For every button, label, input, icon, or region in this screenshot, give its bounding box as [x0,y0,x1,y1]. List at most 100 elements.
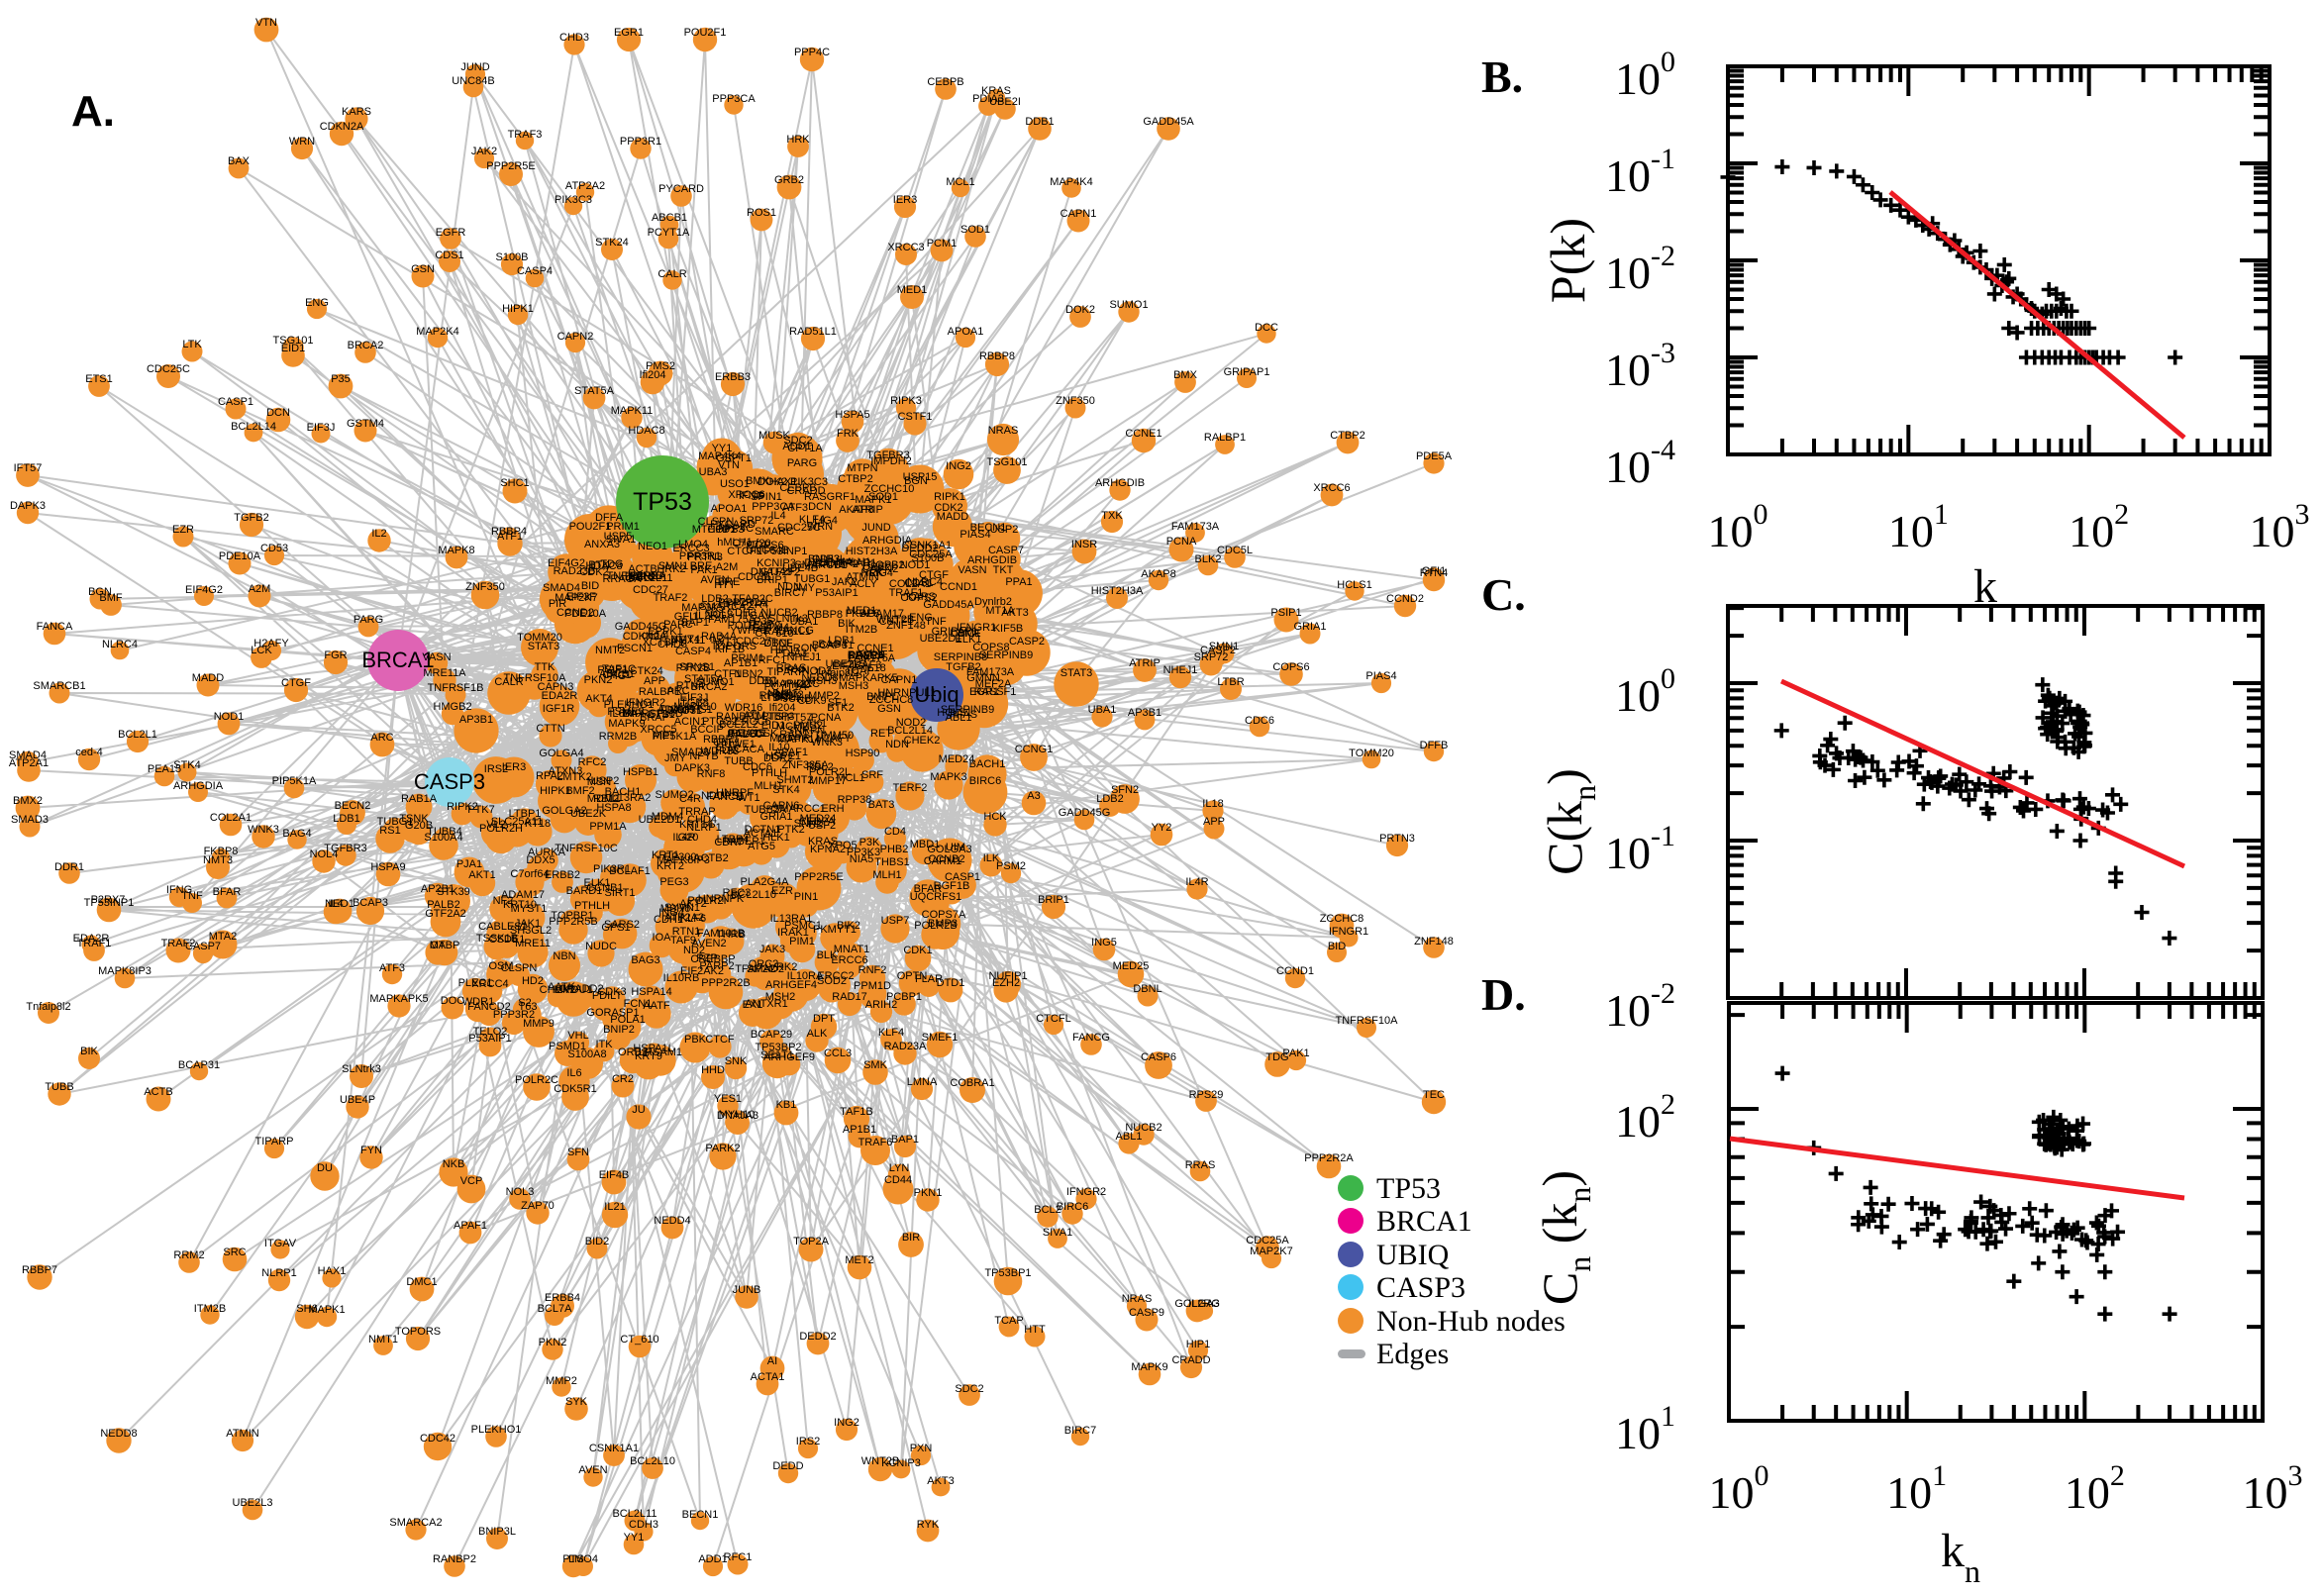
svg-text:JAK3: JAK3 [759,944,785,955]
svg-text:PRIM1: PRIM1 [731,652,764,664]
svg-text:GADD45G: GADD45G [1059,807,1111,819]
svg-text:RIPK3: RIPK3 [890,395,922,407]
svg-text:HRK2: HRK2 [656,563,685,575]
svg-text:RBL1: RBL1 [593,793,621,805]
svg-text:BNIP2: BNIP2 [603,1024,635,1036]
svg-text:CDS1: CDS1 [904,577,933,589]
svg-text:CTCF: CTCF [705,1034,735,1046]
svg-text:BCL2: BCL2 [1034,1204,1061,1216]
svg-text:SMN1: SMN1 [1209,641,1240,652]
svg-text:KIF5B: KIF5B [993,623,1024,635]
svg-text:HDAC8: HDAC8 [628,425,664,437]
svg-text:PRTN3: PRTN3 [687,551,723,563]
svg-text:MAPK10: MAPK10 [673,701,716,713]
svg-text:UBA3: UBA3 [699,466,728,478]
svg-text:POLR2B: POLR2B [914,920,957,932]
svg-text:BCL2L14: BCL2L14 [231,421,276,433]
svg-text:SMARCC1: SMARCC1 [772,803,826,815]
svg-text:DEDD2: DEDD2 [799,1331,836,1343]
svg-text:ZNF148: ZNF148 [1414,936,1454,948]
svg-text:RAD51L1: RAD51L1 [789,326,837,338]
svg-text:MMP17: MMP17 [809,775,847,787]
svg-text:TCAP: TCAP [994,1315,1023,1327]
svg-text:AKAP8: AKAP8 [839,504,873,516]
svg-text:HTT: HTT [1024,1324,1046,1336]
svg-text:PEG3: PEG3 [659,876,688,888]
svg-text:APP: APP [644,675,665,687]
svg-text:COPS3: COPS3 [707,524,744,536]
svg-text:PZP: PZP [696,952,717,964]
svg-text:EIF4B: EIF4B [599,1169,630,1181]
svg-text:RFC3: RFC3 [723,887,752,899]
svg-text:MSH3: MSH3 [807,675,838,687]
svg-text:ING2: ING2 [946,460,971,472]
svg-text:CAPN6: CAPN6 [763,800,800,812]
svg-text:KB1: KB1 [776,1099,797,1111]
svg-text:MAP3K5: MAP3K5 [681,602,724,614]
svg-text:CSTF1: CSTF1 [898,411,933,423]
svg-text:TP53BP2: TP53BP2 [755,1042,801,1053]
svg-text:MYST1: MYST1 [511,903,548,915]
svg-text:USP2: USP2 [990,524,1019,536]
svg-text:TOPORS: TOPORS [395,1326,441,1338]
svg-text:IFNGR1: IFNGR1 [1329,926,1368,938]
svg-text:TOPORS: TOPORS [711,641,757,652]
svg-text:ENG: ENG [909,612,933,624]
svg-text:RALBP1: RALBP1 [1204,432,1246,444]
svg-text:ITGAV: ITGAV [740,610,772,622]
svg-text:BNIP3L: BNIP3L [478,1526,516,1538]
svg-text:BC: BC [761,675,776,687]
svg-text:BMP3: BMP3 [928,918,958,930]
svg-text:PLEC1: PLEC1 [458,977,493,989]
svg-text:RRM2B: RRM2B [599,731,638,743]
svg-text:POLR2L: POLR2L [809,766,851,778]
svg-text:CDC25C: CDC25C [777,522,821,534]
svg-text:POLR2I: POLR2I [687,895,726,907]
svg-text:RAD23B: RAD23B [554,565,596,577]
svg-text:TUBB4: TUBB4 [427,826,461,838]
svg-text:ABCB1: ABCB1 [652,212,687,224]
svg-text:KRT1: KRT1 [652,849,679,861]
svg-text:BFAR: BFAR [914,883,943,895]
svg-text:KLF4: KLF4 [799,514,825,526]
svg-text:POLR2C: POLR2C [515,1074,558,1086]
svg-text:P2RX7: P2RX7 [631,570,665,582]
svg-text:JAK2: JAK2 [832,576,858,588]
svg-text:PTS: PTS [761,711,782,723]
svg-text:HIPK1: HIPK1 [540,785,571,797]
svg-text:DCTN1: DCTN1 [745,824,781,836]
svg-text:BCL2: BCL2 [774,691,802,703]
svg-text:COBRA1: COBRA1 [950,1077,994,1089]
svg-text:GFI1: GFI1 [674,611,698,623]
svg-text:ORB1: ORB1 [618,1047,648,1058]
svg-text:BIRC7: BIRC7 [774,587,806,599]
svg-text:Tnfaip8l2: Tnfaip8l2 [814,667,858,679]
svg-text:CYC1: CYC1 [602,669,631,681]
svg-text:SIRT1: SIRT1 [605,887,636,899]
svg-text:AKT3: AKT3 [927,1475,955,1487]
svg-text:ORC2: ORC2 [749,958,779,970]
svg-text:BIRC6: BIRC6 [969,775,1001,787]
svg-text:HSPA9: HSPA9 [370,861,405,873]
svg-text:APP: APP [1203,816,1225,828]
svg-text:EP300: EP300 [663,851,696,863]
svg-text:DBNL: DBNL [763,638,792,649]
svg-text:LYN: LYN [889,1162,910,1174]
svg-text:P(k): P(k) [1540,218,1595,303]
svg-text:KRAS: KRAS [981,85,1011,97]
svg-text:H2AFY: H2AFY [816,733,852,745]
svg-text:IRS2: IRS2 [484,763,508,775]
svg-text:BAX: BAX [623,708,646,720]
svg-text:BECN2: BECN2 [335,800,371,812]
svg-text:A.: A. [71,87,115,136]
svg-text:FANCA: FANCA [630,570,666,582]
svg-text:TOPBP1: TOPBP1 [551,910,593,922]
svg-text:MNAT1: MNAT1 [834,944,869,955]
svg-text:RPA2: RPA2 [536,770,563,782]
svg-text:CR2: CR2 [612,1073,634,1085]
svg-text:PIK3C3: PIK3C3 [790,476,828,488]
svg-text:IL2RG: IL2RG [695,610,727,622]
svg-text:IL4R: IL4R [1185,876,1208,888]
svg-text:DAPK3: DAPK3 [674,762,710,774]
svg-text:EDA2R: EDA2R [542,690,578,702]
